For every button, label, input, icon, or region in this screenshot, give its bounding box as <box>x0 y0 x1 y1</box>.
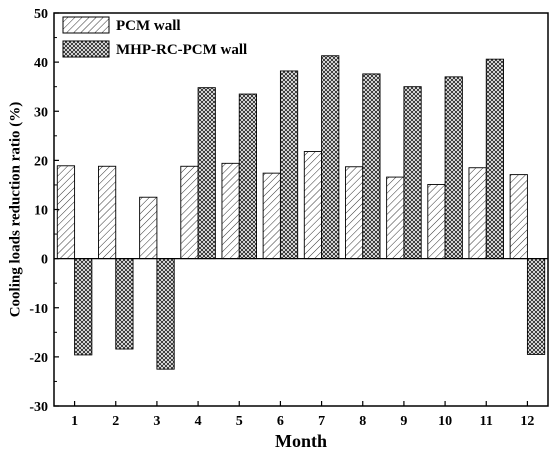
y-axis-label: Cooling loads reduction ratio (%) <box>7 102 23 318</box>
bar-mhp-rc-pcm-wall-10 <box>444 76 463 260</box>
y-tick-label: -20 <box>29 351 48 366</box>
x-tick-label: 10 <box>438 414 452 429</box>
x-tick-label: 5 <box>236 414 243 429</box>
y-tick-label: 0 <box>41 253 48 268</box>
legend-label-mhp-rc-pcm-wall: MHP-RC-PCM wall <box>116 42 247 58</box>
bar-pcm-wall-7 <box>303 151 323 260</box>
bar-mhp-rc-pcm-wall-9 <box>403 86 422 260</box>
x-tick-label: 11 <box>480 414 493 429</box>
x-tick-label: 1 <box>71 414 78 429</box>
y-tick-label: 10 <box>34 204 48 219</box>
bar-pcm-wall-10 <box>427 183 446 260</box>
x-tick-label: 6 <box>277 414 284 429</box>
y-tick-label: -10 <box>29 302 48 317</box>
bar-mhp-rc-pcm-wall-5 <box>238 93 257 260</box>
bar-mhp-rc-pcm-wall-6 <box>279 70 299 260</box>
x-axis-label: Month <box>275 431 327 451</box>
bar-pcm-wall-8 <box>345 166 364 260</box>
y-tick-label: 40 <box>34 56 48 71</box>
y-axis: -30 -20 -10 0 10 20 30 40 50 <box>29 7 59 415</box>
legend-label-pcm-wall: PCM wall <box>116 18 181 34</box>
x-tick-label: 2 <box>112 414 119 429</box>
bar-mhp-rc-pcm-wall-7 <box>321 55 340 260</box>
bar-mhp-rc-pcm-wall-11 <box>485 58 504 260</box>
y-tick-label: 20 <box>34 154 48 169</box>
bar-mhp-rc-pcm-wall-4 <box>197 87 216 260</box>
bar-pcm-wall-4 <box>180 165 199 260</box>
bar-pcm-wall-6 <box>262 172 281 260</box>
bar-mhp-rc-pcm-wall-8 <box>362 73 381 260</box>
legend: PCM wall MHP-RC-PCM wall <box>62 16 247 58</box>
bar-mhp-rc-pcm-wall-2 <box>115 258 134 350</box>
bar-pcm-wall-3 <box>139 196 158 260</box>
bar-mhp-rc-pcm-wall-3 <box>156 258 175 370</box>
bar-pcm-wall-5 <box>221 162 240 260</box>
bar-pcm-wall-12 <box>509 174 528 260</box>
x-tick-label: 7 <box>318 414 325 429</box>
legend-swatch-mhp-rc-pcm-wall <box>62 40 110 58</box>
bar-pcm-wall-2 <box>98 165 117 260</box>
bar-mhp-rc-pcm-wall-12 <box>526 258 546 355</box>
bar-pcm-wall-9 <box>386 176 405 260</box>
y-tick-label: -30 <box>29 400 48 415</box>
x-tick-label: 12 <box>520 414 534 429</box>
bar-pcm-wall-1 <box>56 165 76 260</box>
bars-layer <box>56 55 546 370</box>
y-tick-label: 30 <box>34 105 48 120</box>
bar-mhp-rc-pcm-wall-1 <box>74 258 93 356</box>
x-tick-label: 4 <box>195 414 202 429</box>
bar-pcm-wall-11 <box>468 167 487 260</box>
x-tick-label: 3 <box>153 414 160 429</box>
x-tick-label: 9 <box>400 414 407 429</box>
x-axis: 1 2 3 4 5 6 7 8 9 10 11 12 <box>71 401 534 429</box>
legend-swatch-pcm-wall <box>62 16 110 34</box>
y-tick-label: 50 <box>34 7 48 22</box>
x-tick-label: 8 <box>359 414 366 429</box>
